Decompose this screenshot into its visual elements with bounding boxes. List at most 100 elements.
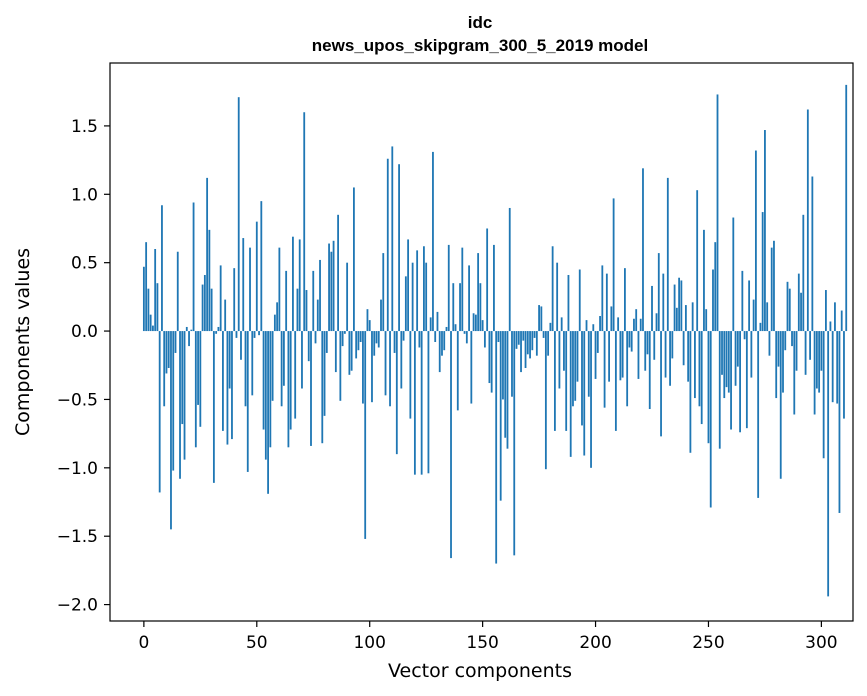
bar — [305, 290, 308, 332]
bar — [384, 331, 387, 396]
bar — [479, 283, 482, 332]
bar — [759, 322, 762, 332]
bar — [721, 331, 723, 375]
bar — [497, 331, 500, 342]
bar — [517, 331, 520, 345]
bar — [520, 331, 522, 373]
bar — [208, 229, 211, 332]
bar — [260, 201, 263, 332]
bar — [398, 164, 400, 332]
bar — [495, 331, 498, 564]
bar — [705, 309, 708, 332]
bar — [418, 331, 421, 348]
bar — [811, 176, 814, 332]
bar — [734, 331, 737, 386]
y-tick-label: −1.0 — [57, 459, 98, 479]
bar — [377, 331, 380, 348]
bar — [829, 321, 832, 332]
bar — [210, 288, 213, 332]
bar — [328, 243, 330, 332]
bar — [226, 331, 229, 445]
bar — [402, 331, 405, 341]
bar — [761, 212, 764, 332]
bar — [736, 331, 739, 367]
bar — [809, 331, 811, 360]
bar — [481, 320, 484, 332]
bar — [581, 331, 583, 426]
bar — [617, 317, 620, 332]
bar — [815, 331, 818, 389]
bar — [386, 158, 389, 332]
bar — [553, 331, 556, 431]
bar-series — [142, 84, 848, 597]
bar — [298, 239, 301, 332]
bar — [639, 318, 642, 332]
bar — [465, 331, 468, 344]
y-tick-label: 1.5 — [71, 117, 98, 137]
bar — [626, 331, 629, 407]
bar — [547, 331, 550, 356]
bar — [319, 259, 321, 332]
bar — [249, 247, 251, 332]
bar — [190, 329, 193, 332]
bar — [804, 331, 807, 375]
bar — [725, 331, 728, 388]
bar — [574, 331, 577, 401]
x-tick-label: 0 — [138, 633, 149, 653]
bar — [334, 331, 337, 373]
bar — [612, 198, 615, 332]
bar — [233, 268, 236, 332]
bar — [752, 299, 755, 332]
bar — [565, 331, 568, 431]
bar — [488, 331, 491, 384]
bar — [558, 331, 561, 389]
bar — [592, 324, 595, 332]
bar — [820, 331, 823, 371]
bar — [357, 331, 360, 351]
bar — [621, 331, 624, 378]
bar — [425, 262, 428, 332]
bar — [258, 331, 260, 336]
bar — [766, 302, 769, 332]
bar — [764, 130, 766, 332]
bar — [176, 251, 179, 332]
bar — [800, 292, 802, 332]
bar — [583, 331, 586, 456]
bar — [438, 331, 441, 373]
bar — [718, 331, 721, 449]
bar — [694, 331, 696, 399]
bar — [703, 229, 705, 332]
bar — [251, 331, 254, 396]
y-axis-label: Components values — [12, 248, 34, 436]
bar — [231, 331, 233, 440]
bar — [432, 151, 434, 332]
bar — [321, 331, 324, 444]
bar — [813, 331, 816, 415]
bar — [515, 331, 518, 349]
bar — [544, 331, 547, 470]
bar — [486, 228, 489, 332]
bar — [838, 331, 841, 513]
bar — [775, 331, 778, 399]
bar — [750, 331, 753, 378]
bar — [413, 331, 416, 475]
bar — [707, 331, 710, 444]
bar — [768, 331, 771, 356]
bar — [806, 109, 809, 332]
bar — [472, 313, 475, 332]
bar — [669, 331, 671, 386]
bar — [662, 273, 665, 332]
x-axis-ticks: 0 50 100 150 200 250 300 — [138, 621, 838, 653]
bar — [395, 331, 398, 455]
bar — [303, 112, 306, 332]
bar — [727, 331, 730, 393]
bar — [264, 331, 267, 460]
bar — [608, 331, 610, 382]
bar — [524, 331, 527, 368]
bar — [323, 331, 326, 416]
bar — [802, 214, 805, 332]
bar — [330, 251, 333, 332]
bar — [217, 326, 220, 332]
y-tick-label: −0.5 — [57, 390, 98, 410]
bar — [538, 305, 540, 332]
